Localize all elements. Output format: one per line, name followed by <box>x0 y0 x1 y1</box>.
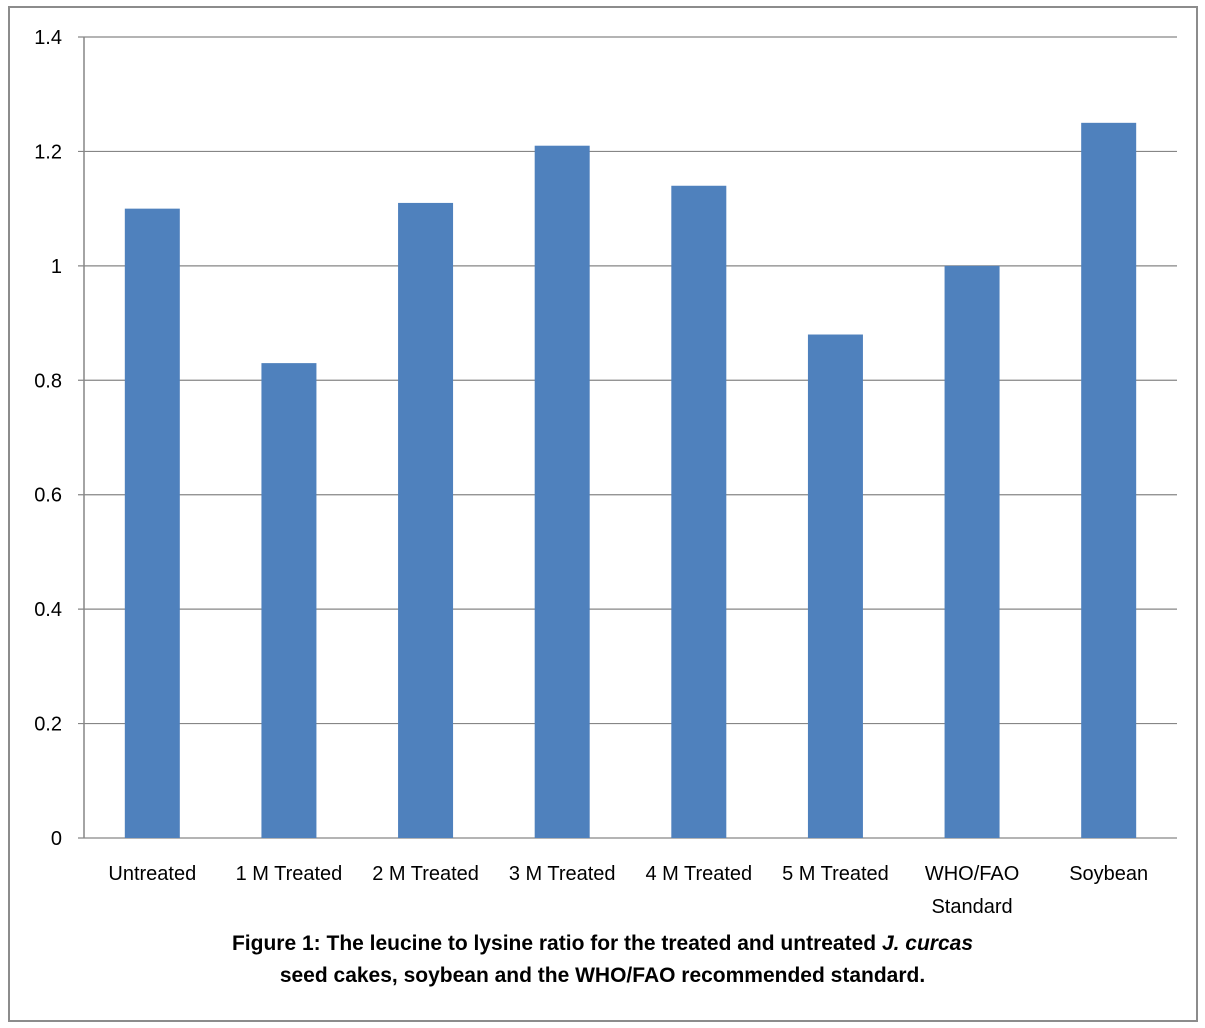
bar <box>944 265 1000 838</box>
y-tick-label: 0 <box>51 828 62 850</box>
y-tick-label: 0.2 <box>34 714 62 736</box>
y-tick-label: 0.6 <box>34 485 62 507</box>
x-tick-label: 5 M Treated <box>782 863 889 885</box>
y-tick-label: 1 <box>51 256 62 278</box>
x-tick-label: 3 M Treated <box>509 863 616 885</box>
bar <box>807 334 863 838</box>
bar-chart: 0 0.2 0.4 0.6 0.8 1 1.2 1.4 Untreated 1 M Treate… <box>34 27 1177 918</box>
chart-frame <box>8 6 1198 1022</box>
bar <box>671 185 727 838</box>
bar <box>398 202 454 838</box>
y-axis-ticks: 0 0.2 0.4 0.6 0.8 1 1.2 1.4 <box>34 27 62 850</box>
bar <box>124 208 180 839</box>
caption-line-1-text: Figure 1: The leucine to lysine ratio fo… <box>231 932 882 955</box>
x-tick-label: Soybean <box>1069 863 1148 885</box>
bar <box>534 145 590 838</box>
figure-caption: Figure 1: The leucine to lysine ratio fo… <box>0 928 1205 992</box>
y-tick-label: 1.4 <box>34 27 62 49</box>
x-tick-label: 4 M Treated <box>645 863 752 885</box>
y-tick-label: 0.4 <box>34 599 62 621</box>
x-tick-label: 1 M Treated <box>236 863 343 885</box>
x-tick-label: WHO/FAO Standard <box>925 863 1019 918</box>
bar <box>1081 122 1137 839</box>
caption-species-name: J. curcas <box>881 932 974 955</box>
x-tick-label: Untreated <box>108 863 196 885</box>
bar <box>261 363 317 838</box>
caption-line-1: Figure 1: The leucine to lysine ratio fo… <box>0 928 1205 960</box>
gridlines <box>78 36 1177 839</box>
bars <box>124 122 1137 839</box>
x-axis-labels: Untreated 1 M Treated 2 M Treated 3 M Treat… <box>108 863 1148 918</box>
x-tick-label: 2 M Treated <box>372 863 479 885</box>
y-tick-label: 0.8 <box>34 370 62 392</box>
y-tick-label: 1.2 <box>34 141 62 163</box>
caption-line-2: seed cakes, soybean and the WHO/FAO reco… <box>279 964 926 987</box>
